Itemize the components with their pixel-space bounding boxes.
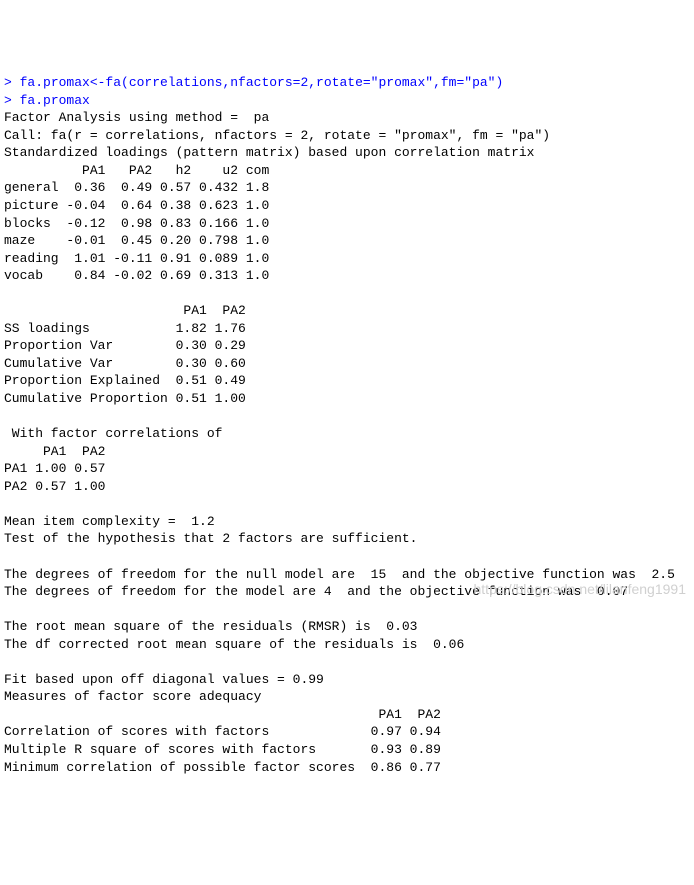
hypothesis-test: Test of the hypothesis that 2 factors ar…	[4, 531, 417, 546]
rmsr: The root mean square of the residuals (R…	[4, 619, 425, 634]
adequacy-col-header: PA1 PA2	[4, 707, 441, 722]
factor-corr-row: PA2 0.57 1.00	[4, 479, 105, 494]
output-call: Call: fa(r = correlations, nfactors = 2,…	[4, 128, 550, 143]
factor-corr-row: PA1 1.00 0.57	[4, 461, 105, 476]
prompt-2: >	[4, 93, 20, 108]
variance-row: Proportion Explained 0.51 0.49	[4, 373, 246, 388]
output-loadings-title: Standardized loadings (pattern matrix) b…	[4, 145, 535, 160]
adequacy-title: Measures of factor score adequacy	[4, 689, 363, 704]
fit-diagonal: Fit based upon off diagonal values = 0.9…	[4, 672, 324, 687]
df-null-model: The degrees of freedom for the null mode…	[4, 567, 675, 582]
df-model: The degrees of freedom for the model are…	[4, 584, 636, 599]
variance-col-header: PA1 PA2	[4, 303, 246, 318]
loadings-row: vocab 0.84 -0.02 0.69 0.313 1.0	[4, 268, 269, 283]
variance-row: Proportion Var 0.30 0.29	[4, 338, 246, 353]
variance-row: Cumulative Var 0.30 0.60	[4, 356, 246, 371]
loadings-row: general 0.36 0.49 0.57 0.432 1.8	[4, 180, 269, 195]
loadings-row: maze -0.01 0.45 0.20 0.798 1.0	[4, 233, 269, 248]
command-2: fa.promax	[20, 93, 90, 108]
adequacy-row: Multiple R square of scores with factors…	[4, 742, 441, 757]
mean-complexity: Mean item complexity = 1.2	[4, 514, 215, 529]
command-1: fa.promax<-fa(correlations,nfactors=2,ro…	[20, 75, 504, 90]
factor-corr-header: PA1 PA2	[4, 444, 105, 459]
adequacy-row: Correlation of scores with factors 0.97 …	[4, 724, 441, 739]
variance-row: Cumulative Proportion 0.51 1.00	[4, 391, 246, 406]
rmsr-corrected: The df corrected root mean square of the…	[4, 637, 472, 652]
loadings-row: picture -0.04 0.64 0.38 0.623 1.0	[4, 198, 269, 213]
prompt-1: >	[4, 75, 20, 90]
loadings-row: blocks -0.12 0.98 0.83 0.166 1.0	[4, 216, 269, 231]
output-header-method: Factor Analysis using method = pa	[4, 110, 269, 125]
adequacy-row: Minimum correlation of possible factor s…	[4, 760, 441, 775]
factor-corr-title: With factor correlations of	[4, 426, 230, 441]
variance-row: SS loadings 1.82 1.76	[4, 321, 246, 336]
loadings-row: reading 1.01 -0.11 0.91 0.089 1.0	[4, 251, 269, 266]
loadings-col-header: PA1 PA2 h2 u2 com	[4, 163, 269, 178]
